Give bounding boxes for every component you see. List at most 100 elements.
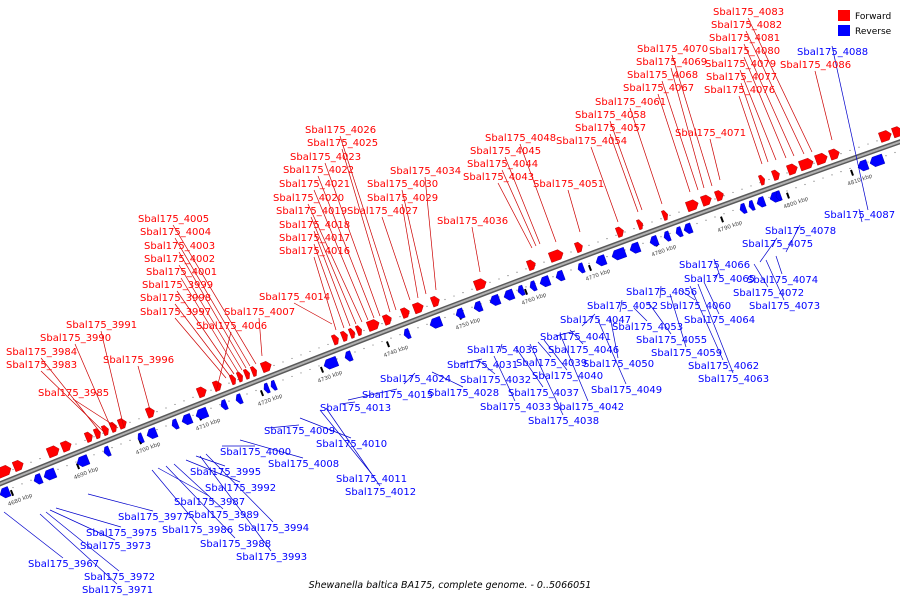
forward-gene-label[interactable]: Sbal175_4022 — [283, 165, 354, 176]
reverse-gene-label[interactable]: Sbal175_3992 — [205, 483, 276, 494]
forward-gene-arrow[interactable] — [195, 385, 208, 399]
forward-gene-label[interactable]: Sbal175_4019 — [276, 206, 347, 217]
reverse-gene-label[interactable]: Sbal175_4032 — [460, 375, 531, 386]
reverse-gene-label[interactable]: Sbal175_3975 — [86, 528, 157, 539]
forward-gene-arrow[interactable] — [59, 439, 73, 453]
forward-gene-arrow[interactable] — [235, 371, 244, 383]
forward-gene-arrow[interactable] — [828, 147, 841, 161]
reverse-gene-label[interactable]: Sbal175_4050 — [583, 359, 654, 370]
forward-gene-arrow[interactable] — [411, 301, 425, 315]
forward-gene-arrow[interactable] — [249, 366, 258, 377]
reverse-gene-arrow[interactable] — [628, 241, 642, 255]
reverse-gene-label[interactable]: Sbal175_4024 — [380, 374, 451, 385]
forward-gene-arrow[interactable] — [786, 162, 799, 176]
reverse-gene-arrow[interactable] — [648, 235, 660, 247]
reverse-gene-arrow[interactable] — [170, 418, 180, 431]
reverse-gene-arrow[interactable] — [528, 280, 538, 292]
forward-gene-arrow[interactable] — [45, 444, 61, 459]
reverse-gene-arrow[interactable] — [402, 328, 412, 340]
forward-gene-arrow[interactable] — [92, 428, 102, 440]
reverse-gene-arrow[interactable] — [674, 226, 684, 238]
forward-gene-label[interactable]: Sbal175_4061 — [595, 97, 666, 108]
forward-gene-label[interactable]: Sbal175_4026 — [305, 125, 376, 136]
reverse-gene-label[interactable]: Sbal175_4033 — [480, 402, 551, 413]
reverse-gene-arrow[interactable] — [428, 315, 444, 330]
reverse-gene-arrow[interactable] — [488, 293, 502, 307]
forward-gene-label[interactable]: Sbal175_4001 — [146, 267, 217, 278]
forward-gene-label[interactable]: Sbal175_3997 — [140, 307, 211, 318]
reverse-gene-label[interactable]: Sbal175_4073 — [749, 301, 820, 312]
reverse-gene-label[interactable]: Sbal175_4049 — [591, 385, 662, 396]
forward-gene-label[interactable]: Sbal175_4020 — [273, 193, 344, 204]
reverse-gene-label[interactable]: Sbal175_4012 — [345, 487, 416, 498]
reverse-gene-label[interactable]: Sbal175_4039 — [516, 358, 587, 369]
forward-gene-label[interactable]: Sbal175_4021 — [279, 179, 350, 190]
forward-gene-label[interactable]: Sbal175_4030 — [367, 179, 438, 190]
reverse-gene-label[interactable]: Sbal175_3972 — [84, 572, 155, 583]
forward-gene-label[interactable]: Sbal175_3984 — [6, 347, 77, 358]
forward-gene-label[interactable]: Sbal175_3983 — [6, 360, 77, 371]
forward-gene-arrow[interactable] — [339, 330, 349, 342]
forward-gene-label[interactable]: Sbal175_4007 — [224, 307, 295, 318]
reverse-gene-arrow[interactable] — [269, 379, 278, 391]
forward-gene-arrow[interactable] — [242, 368, 251, 380]
forward-gene-arrow[interactable] — [814, 152, 829, 166]
reverse-gene-arrow[interactable] — [0, 486, 12, 499]
reverse-gene-arrow[interactable] — [502, 288, 516, 302]
forward-gene-arrow[interactable] — [116, 417, 128, 430]
reverse-gene-arrow[interactable] — [262, 382, 271, 394]
forward-gene-arrow[interactable] — [11, 459, 25, 473]
reverse-gene-label[interactable]: Sbal175_4053 — [612, 322, 683, 333]
reverse-gene-arrow[interactable] — [234, 393, 244, 406]
forward-gene-label[interactable]: Sbal175_4086 — [780, 60, 851, 71]
reverse-gene-label[interactable]: Sbal175_4075 — [742, 239, 813, 250]
reverse-gene-label[interactable]: Sbal175_4055 — [636, 335, 707, 346]
reverse-gene-label[interactable]: Sbal175_4059 — [651, 348, 722, 359]
forward-gene-label[interactable]: Sbal175_4076 — [704, 85, 775, 96]
forward-gene-label[interactable]: Sbal175_3990 — [40, 333, 111, 344]
forward-gene-label[interactable]: Sbal175_4025 — [307, 138, 378, 149]
forward-gene-label[interactable]: Sbal175_4048 — [485, 133, 556, 144]
forward-gene-label[interactable]: Sbal175_4036 — [437, 216, 508, 227]
forward-gene-arrow[interactable] — [891, 125, 900, 139]
forward-gene-arrow[interactable] — [685, 198, 700, 213]
forward-gene-label[interactable]: Sbal175_4002 — [144, 254, 215, 265]
forward-gene-label[interactable]: Sbal175_4027 — [347, 206, 418, 217]
reverse-gene-label[interactable]: Sbal175_4052 — [587, 301, 658, 312]
reverse-gene-arrow[interactable] — [755, 196, 767, 208]
forward-gene-arrow[interactable] — [259, 360, 273, 374]
forward-gene-label[interactable]: Sbal175_4051 — [533, 179, 604, 190]
forward-gene-arrow[interactable] — [0, 464, 13, 479]
reverse-gene-arrow[interactable] — [594, 254, 608, 268]
reverse-gene-label[interactable]: Sbal175_4088 — [797, 47, 868, 58]
forward-gene-label[interactable]: Sbal175_4023 — [290, 152, 361, 163]
reverse-gene-arrow[interactable] — [180, 413, 194, 426]
reverse-gene-arrow[interactable] — [774, 190, 783, 202]
forward-gene-label[interactable]: Sbal175_4045 — [470, 146, 541, 157]
reverse-gene-label[interactable]: Sbal175_4065 — [684, 274, 755, 285]
forward-gene-label[interactable]: Sbal175_4006 — [196, 321, 267, 332]
reverse-gene-label[interactable]: Sbal175_4072 — [733, 288, 804, 299]
forward-gene-label[interactable]: Sbal175_4016 — [279, 246, 350, 257]
forward-gene-label[interactable]: Sbal175_4003 — [144, 241, 215, 252]
forward-gene-arrow[interactable] — [228, 374, 237, 386]
forward-gene-label[interactable]: Sbal175_4029 — [367, 193, 438, 204]
forward-gene-label[interactable]: Sbal175_4079 — [705, 59, 776, 70]
reverse-gene-label[interactable]: Sbal175_3987 — [174, 497, 245, 508]
reverse-gene-label[interactable]: Sbal175_4000 — [220, 447, 291, 458]
reverse-gene-label[interactable]: Sbal175_3986 — [162, 525, 233, 536]
reverse-gene-arrow[interactable] — [472, 300, 484, 313]
forward-gene-arrow[interactable] — [100, 424, 110, 437]
reverse-gene-arrow[interactable] — [102, 445, 112, 458]
forward-gene-label[interactable]: Sbal175_4069 — [636, 57, 707, 68]
forward-gene-label[interactable]: Sbal175_4070 — [637, 44, 708, 55]
forward-gene-label[interactable]: Sbal175_4077 — [706, 72, 777, 83]
reverse-gene-label[interactable]: Sbal175_3988 — [200, 539, 271, 550]
reverse-gene-arrow[interactable] — [32, 473, 44, 485]
forward-gene-arrow[interactable] — [330, 334, 340, 346]
reverse-gene-arrow[interactable] — [343, 350, 354, 363]
forward-gene-label[interactable]: Sbal175_4054 — [556, 136, 627, 147]
reverse-gene-label[interactable]: Sbal175_4056 — [626, 287, 697, 298]
forward-gene-label[interactable]: Sbal175_3985 — [38, 388, 109, 399]
reverse-gene-label[interactable]: Sbal175_4078 — [765, 226, 836, 237]
